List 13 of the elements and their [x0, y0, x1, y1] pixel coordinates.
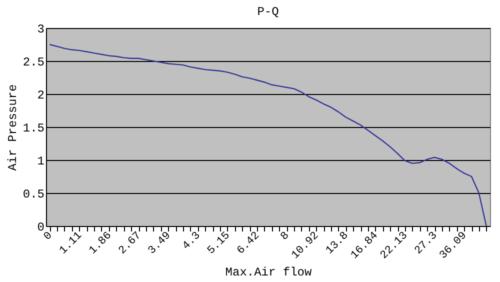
line-series [49, 44, 487, 227]
chart-title: P-Q [257, 5, 279, 19]
x-tick-label: 8 [278, 230, 292, 244]
y-tick-label: 1 [37, 154, 44, 168]
y-tick-label: 2 [37, 88, 44, 102]
y-axis-title: Air Pressure [6, 84, 20, 171]
y-tick-label: 1.5 [22, 122, 44, 136]
x-tick-label: 4.3 [180, 230, 204, 252]
y-tick-label: 2.5 [22, 56, 44, 70]
x-axis-title: Max.Air flow [225, 265, 312, 280]
y-tick-label: 0.5 [22, 188, 44, 202]
y-tick-label: 3 [37, 22, 44, 36]
y-tick-label: 0 [37, 220, 44, 234]
